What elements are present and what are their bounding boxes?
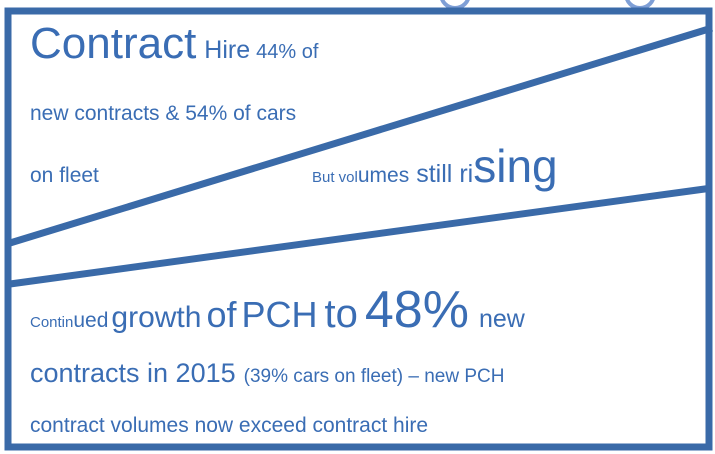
text-line: Continued growth of PCH to 48% new	[30, 281, 526, 339]
divider	[9, 184, 713, 288]
text-run: But vol	[312, 169, 358, 186]
text-run: 48%	[365, 281, 469, 339]
text-run: 44% of	[256, 41, 319, 63]
text-run: new	[479, 305, 526, 333]
text-run: Hire	[204, 36, 250, 64]
text-line: contracts in 2015 (39% cars on fleet) – n…	[30, 358, 504, 388]
text-line: contract volumes now exceed contract hir…	[30, 414, 428, 437]
text-line: Contract Hire 44% of	[30, 19, 319, 68]
text-run: of	[206, 294, 237, 335]
frame	[4, 7, 713, 451]
text-run: still	[416, 160, 452, 188]
text-line: But volumes still rising	[312, 140, 558, 192]
text-run: on fleet	[30, 164, 99, 187]
text-run: contract volumes now exceed contract hir…	[30, 414, 428, 437]
text-run: to	[325, 292, 358, 336]
text-line: new contracts & 54% of cars	[30, 102, 296, 125]
text-run: (39% cars on fleet) – new PCH	[244, 366, 505, 387]
text-line: on fleet	[30, 164, 99, 187]
text-run: ued	[73, 309, 108, 332]
text-run: Contract	[30, 19, 196, 68]
text-run: new contracts & 54% of cars	[30, 102, 296, 125]
text-layer: Contract Hire 44% of new contracts & 54% of…	[30, 19, 558, 437]
text-run: umes	[358, 164, 409, 187]
icon	[625, 0, 655, 10]
text-run: PCH	[241, 294, 317, 335]
text-run: Contin	[30, 314, 73, 331]
text-run: ri	[459, 160, 473, 188]
text-run: contracts in 2015	[30, 358, 236, 388]
divider	[8, 24, 714, 247]
text-run: growth	[111, 301, 201, 334]
text-run: sing	[473, 140, 557, 192]
icon	[440, 0, 470, 10]
